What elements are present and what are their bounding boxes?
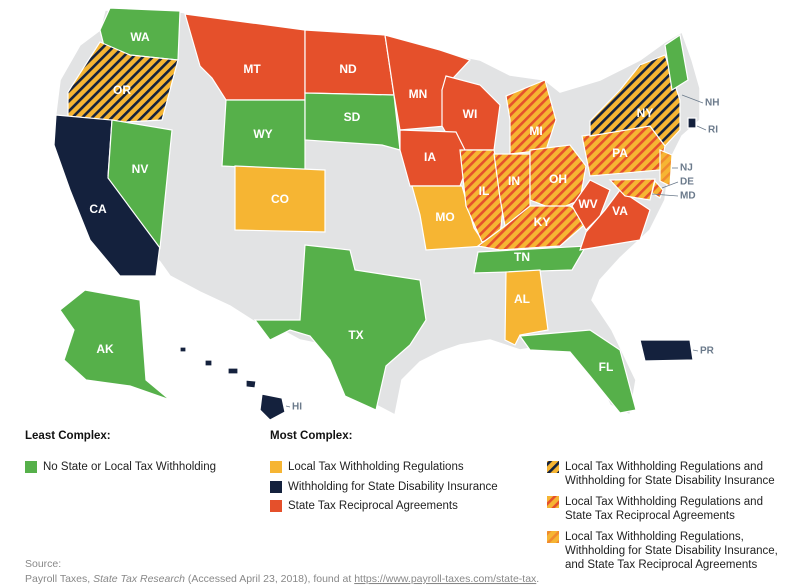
state [473,245,588,274]
state-label: NV [132,162,149,176]
state-label: MD [680,191,696,202]
source-heading: Source: [25,558,61,570]
legend-swatch [270,500,282,512]
legend-title: Most Complex: [270,430,352,442]
source-suffix: . [536,573,539,585]
state [687,117,697,129]
legend-label: Local Tax Withholding Regulations and [565,496,763,508]
source-text: Payroll Taxes, State Tax Research (Acces… [25,573,539,585]
legend-label: Local Tax Withholding Regulations, [565,531,744,543]
legend-title: Least Complex: [25,430,111,442]
leader-line [692,349,699,352]
state-label: NJ [680,163,693,174]
legend-label: Withholding for State Disability Insuran… [565,545,778,557]
legend-label: State Tax Reciprocal Agreements [288,500,458,512]
state [664,33,689,91]
state-label: NH [705,98,719,109]
source-title: State Tax Research [93,573,185,585]
state-label: OH [549,172,567,186]
state [571,179,611,231]
state-label: MN [409,87,428,101]
state-label: WI [463,107,478,121]
legend-label: Withholding for State Disability Insuran… [565,475,775,487]
state [234,165,326,233]
state-label: IL [479,184,490,198]
legend-swatch [270,461,282,473]
state-label: IA [424,150,436,164]
legend-swatch [547,461,559,473]
legend-label: No State or Local Tax Withholding [43,461,216,473]
state-label: PA [612,146,628,160]
state-label: KY [534,215,551,229]
state-label: WV [578,197,597,211]
state [179,346,286,421]
legend-swatch [547,531,559,543]
source-url[interactable]: https://www.payroll-taxes.com/state-tax [354,573,537,585]
state [659,149,673,187]
state-label: SD [344,110,361,124]
state [253,244,427,411]
state-label: IN [508,174,520,188]
state-label: AK [96,342,114,356]
state-label: DE [680,177,694,188]
state [107,119,173,250]
state-label: FL [599,360,614,374]
state-label: MI [529,124,542,138]
legend-swatch [270,481,282,493]
leader-line [661,181,679,189]
state-label: NY [637,106,654,120]
state-label: WY [253,127,272,141]
state [639,339,694,362]
state [67,41,179,126]
legend-label: State Tax Reciprocal Agreements [565,510,735,522]
state [504,269,549,346]
leader-line [681,94,704,104]
state-label: MT [243,62,261,76]
state [304,92,401,151]
state-label: WA [130,30,150,44]
legend-label: Local Tax Withholding Regulations and [565,461,763,473]
legend-label: Withholding for State Disability Insuran… [288,481,498,493]
legend-label: Local Tax Withholding Regulations [288,461,464,473]
state [518,329,637,414]
source-middle: (Accessed April 23, 2018), found at [185,573,354,585]
state [579,189,651,251]
state-label: HI [292,402,302,413]
legend-swatch [547,496,559,508]
state-label: OR [113,83,131,97]
state [59,289,171,401]
state-label: MO [435,210,454,224]
state-label: TX [348,328,363,342]
state-label: CA [89,202,107,216]
legend-label: and State Tax Reciprocal Agreements [565,559,757,571]
state [608,178,656,201]
state-label: RI [708,125,718,136]
state-label: VA [612,204,628,218]
legend-swatch [25,461,37,473]
state-label: AL [514,292,530,306]
state-label: TN [514,250,530,264]
source-prefix: Payroll Taxes, [25,573,93,585]
leader-line [285,405,291,408]
state-label: ND [339,62,357,76]
state-label: CO [271,192,289,206]
leader-line [696,125,707,131]
state [589,54,681,147]
state-label: PR [700,346,715,357]
leader-line [651,193,679,197]
